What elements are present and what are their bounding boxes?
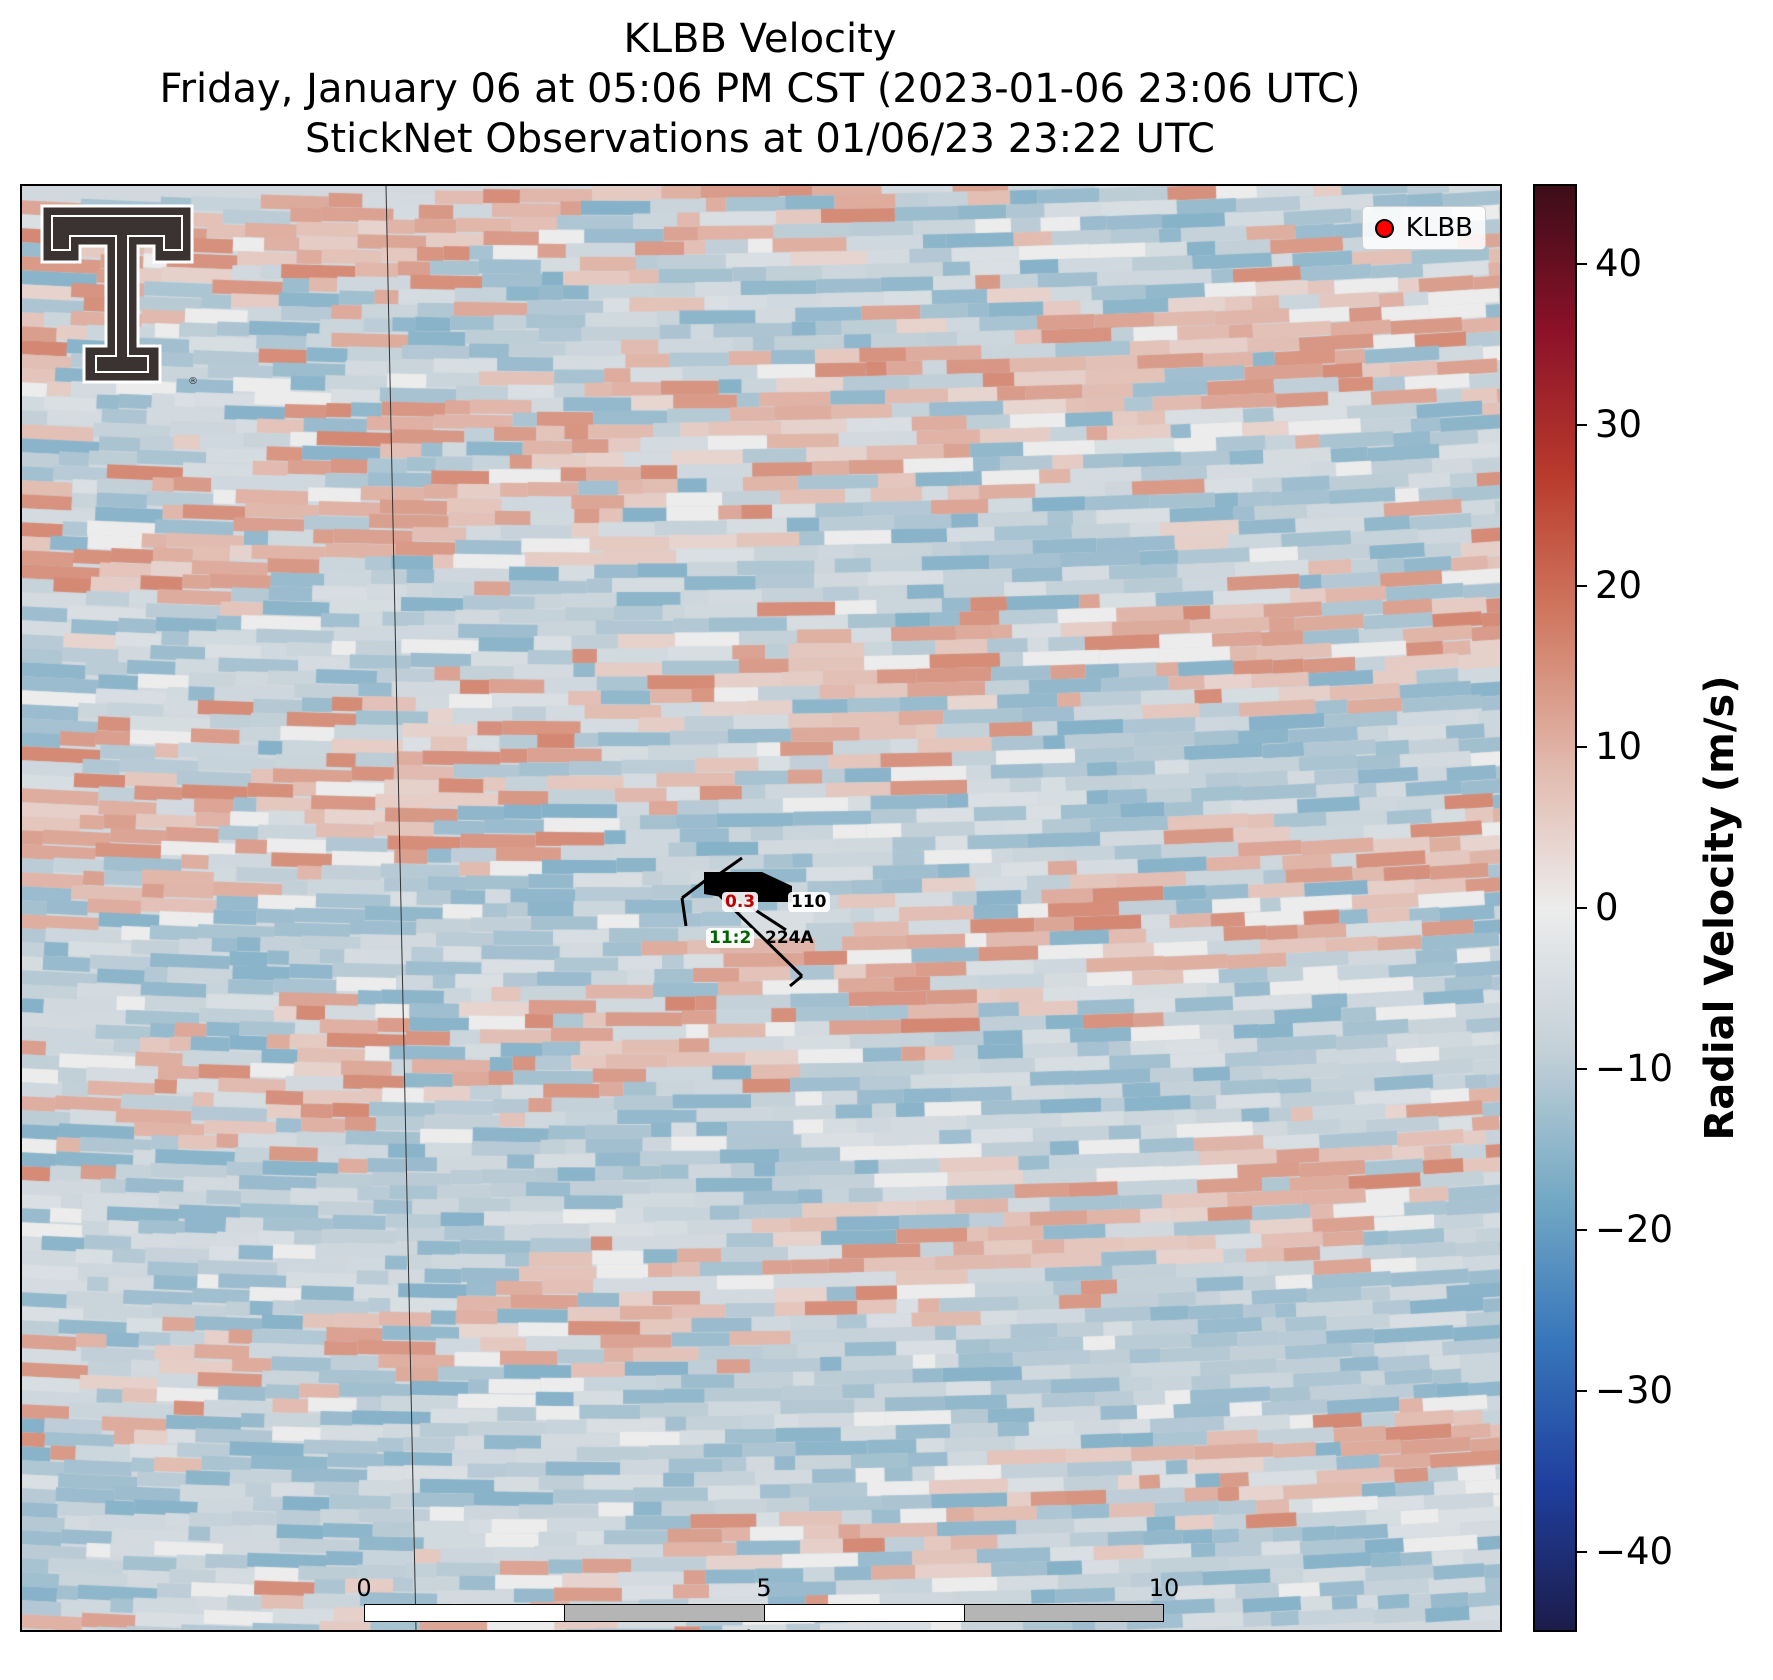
colorbar-tick-label: −40: [1595, 1529, 1674, 1573]
legend: KLBB: [1361, 206, 1486, 250]
colorbar-tick-label: 40: [1595, 242, 1643, 286]
scale-tick: 0: [356, 1574, 372, 1602]
colorbar-tick-label: 30: [1595, 403, 1643, 447]
scale-tick: 5: [756, 1574, 772, 1602]
scale-tick: 10: [1148, 1574, 1180, 1602]
scale-segment: [364, 1604, 565, 1622]
station-label: 224A: [762, 928, 817, 948]
colorbar: [1533, 184, 1577, 1632]
station-id: 11:2: [709, 928, 752, 948]
station-label: 0.3: [722, 892, 759, 912]
colorbar-tick-label: −30: [1595, 1368, 1674, 1412]
legend-label: KLBB: [1405, 213, 1473, 243]
scale-segment: [964, 1604, 1164, 1622]
colorbar-tick-mark: [1577, 907, 1587, 909]
county-boundary-line: [385, 186, 417, 1630]
colorbar-tick-mark: [1577, 1067, 1587, 1070]
scale-unit: km: [745, 1626, 782, 1630]
colorbar-tick-mark: [1577, 1389, 1587, 1392]
colorbar-tick-label: 0: [1595, 886, 1619, 929]
colorbar-tick-mark: [1577, 585, 1587, 588]
station-id: 110: [791, 892, 827, 912]
radar-map-panel[interactable]: ® KLBB 0.3 110 11:2 224A 0 5 10: [20, 184, 1502, 1632]
title-line-2: Friday, January 06 at 05:06 PM CST (2023…: [159, 66, 1361, 112]
colorbar-tick-label: 10: [1595, 725, 1643, 769]
title-line-3: StickNet Observations at 01/06/23 23:22 …: [305, 116, 1215, 162]
map-overlay: ®: [40, 186, 804, 1630]
radar-velocity-field: [22, 186, 1500, 1630]
colorbar-tick-mark: [1577, 424, 1587, 427]
radar-site-marker-icon: [1374, 218, 1394, 238]
colorbar-tick-label: −20: [1595, 1207, 1674, 1251]
station-label: 11:2: [706, 928, 755, 948]
plot-title: KLBB Velocity Friday, January 06 at 05:0…: [0, 14, 1520, 164]
colorbar-tick-mark: [1577, 1228, 1587, 1231]
colorbar-tick-mark: [1577, 746, 1587, 749]
station-label: 110: [788, 892, 830, 912]
scale-bar: 0 5 10 km: [356, 1574, 1179, 1630]
station-id: 0.3: [725, 892, 756, 912]
colorbar-title: Radial Velocity (m/s): [1697, 675, 1743, 1141]
title-line-1: KLBB Velocity: [623, 16, 897, 62]
scale-segment: [764, 1604, 965, 1622]
colorbar-tick-label: −10: [1595, 1046, 1674, 1090]
colorbar-tick-label: 20: [1595, 564, 1643, 608]
colorbar-tick-mark: [1577, 1550, 1587, 1553]
scale-segment: [564, 1604, 765, 1622]
texas-tech-logo-icon: ®: [40, 204, 198, 387]
svg-text:®: ®: [188, 376, 198, 387]
colorbar-tick-mark: [1577, 263, 1587, 266]
station-id: 224A: [765, 928, 814, 948]
